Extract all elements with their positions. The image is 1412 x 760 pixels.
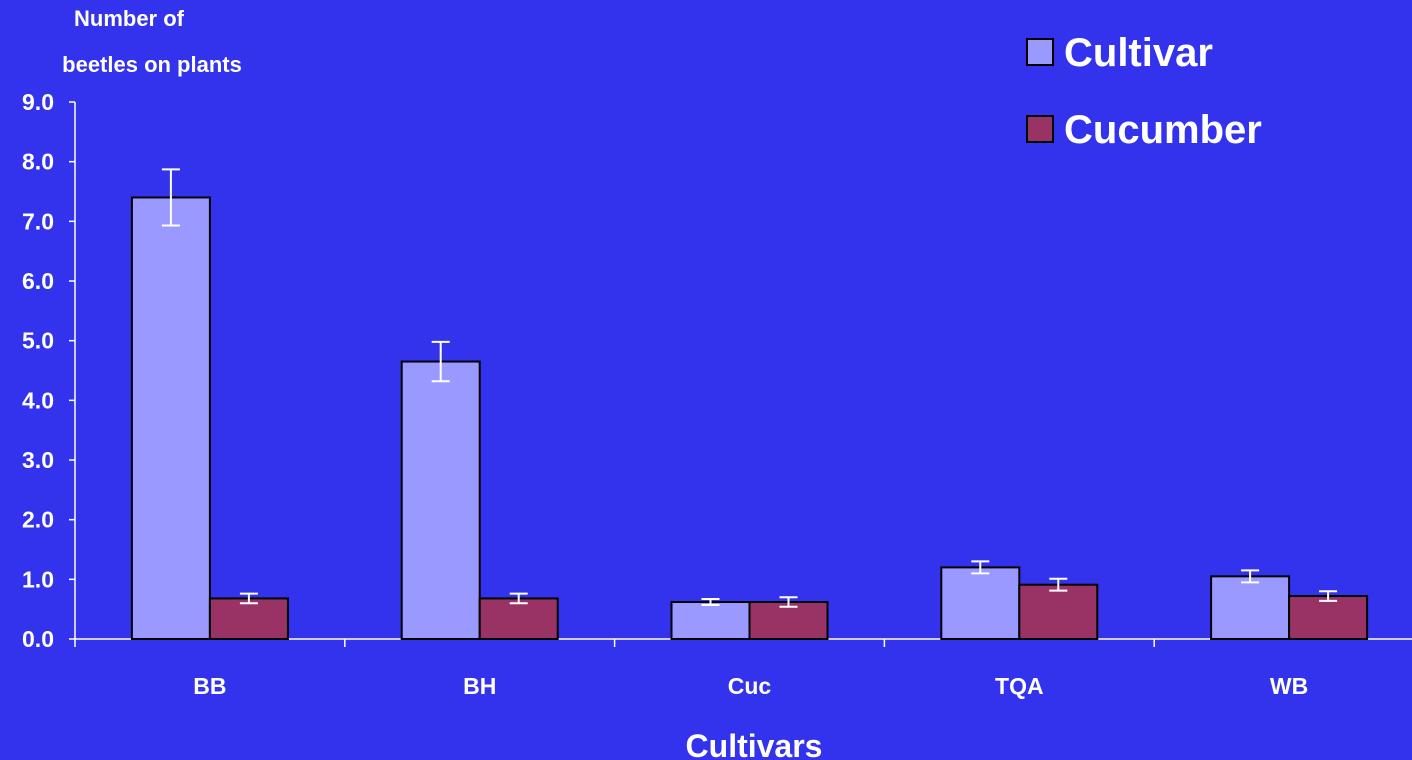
category-label-tqa: TQA — [995, 673, 1044, 699]
y-tick-label: 6.0 — [22, 268, 54, 294]
bar-cultivar-bb — [130, 196, 211, 640]
x-axis-title: Cultivars — [686, 728, 823, 760]
bar-cucumber-wb — [1288, 595, 1369, 640]
bar-cucumber-bh — [478, 597, 559, 641]
y-tick-label: 8.0 — [22, 149, 54, 175]
category-label-wb: WB — [1270, 673, 1308, 699]
category-labels: BB BH Cuc TQA WB — [193, 673, 1308, 699]
y-tick-label: 2.0 — [22, 507, 54, 533]
y-tick-label: 3.0 — [22, 447, 54, 473]
bar-cultivar-cuc — [670, 601, 751, 640]
bars — [130, 196, 1369, 641]
axes — [69, 101, 1412, 647]
y-tick-label: 7.0 — [22, 208, 54, 234]
category-label-bh: BH — [463, 673, 496, 699]
category-label-bb: BB — [193, 673, 226, 699]
y-tick-labels: 0.0 1.0 2.0 3.0 4.0 5.0 6.0 7.0 8.0 9.0 — [22, 89, 54, 652]
legend-label-cucumber: Cucumber — [1064, 108, 1262, 152]
y-tick-label: 4.0 — [22, 387, 54, 413]
category-label-cuc: Cuc — [728, 673, 772, 699]
y-axis-title-line-1: Number of — [74, 6, 185, 31]
legend-label-cultivar: Cultivar — [1064, 31, 1213, 75]
y-tick-label: 5.0 — [22, 328, 54, 354]
bar-cucumber-cuc — [748, 601, 829, 640]
legend-swatch-cucumber — [1026, 115, 1054, 143]
bar-cultivar-tqa — [940, 566, 1021, 641]
bar-cultivar-bh — [400, 360, 481, 640]
y-tick-label: 0.0 — [22, 626, 54, 652]
y-tick-label: 1.0 — [22, 566, 54, 592]
bar-cucumber-tqa — [1018, 583, 1099, 640]
legend-swatch-cultivar — [1026, 38, 1054, 66]
y-axis-title-line-2: beetles on plants — [62, 52, 242, 77]
y-tick-label: 9.0 — [22, 89, 54, 115]
bar-cucumber-bb — [208, 597, 289, 641]
bar-cultivar-wb — [1210, 575, 1291, 640]
legend: Cultivar Cucumber — [1026, 31, 1262, 152]
error-bars — [161, 168, 1338, 608]
